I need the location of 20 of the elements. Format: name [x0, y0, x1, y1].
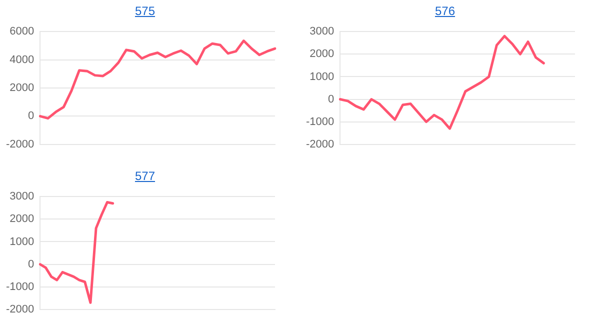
y-tick-label: 0 [28, 110, 34, 122]
y-tick-label: 6000 [10, 26, 34, 38]
y-tick-label: 3000 [10, 190, 34, 203]
y-tick-label: -1000 [306, 116, 334, 128]
y-tick-label: 4000 [10, 54, 34, 66]
y-tick-label: -2000 [6, 303, 34, 316]
y-tick-label: -1000 [6, 280, 34, 293]
y-tick-label: 0 [328, 93, 334, 106]
y-tick-label: 1000 [10, 236, 34, 248]
y-tick-label: 3000 [310, 26, 334, 38]
y-tick-label: 2000 [310, 48, 334, 60]
chart-title: 575 [134, 3, 156, 19]
y-tick-label: 1000 [310, 70, 334, 83]
chart-title: 577 [134, 168, 156, 184]
y-tick-label: 2000 [10, 213, 34, 226]
y-tick-label: -2000 [306, 138, 334, 150]
y-tick-label: 0 [28, 258, 34, 270]
chart-title: 576 [434, 3, 456, 19]
y-tick-label: 2000 [10, 82, 34, 94]
y-tick-label: -2000 [6, 138, 34, 150]
